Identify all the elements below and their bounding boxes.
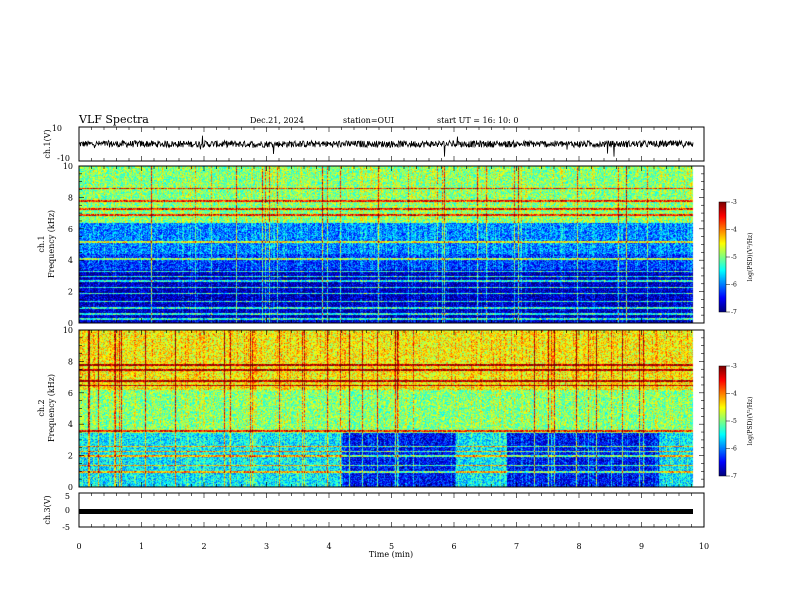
ch1-waveform-trace bbox=[78, 135, 694, 157]
freq-ticklabel: 0 bbox=[68, 319, 73, 328]
colorbar-ticklabel: -3 bbox=[731, 199, 737, 206]
colorbar-ticklabel: -6 bbox=[731, 446, 737, 453]
ch1-waveform-panel: 10 -10 ch.1(V) bbox=[43, 124, 705, 163]
ch1-spectrogram-ylabel-1: ch.1 bbox=[37, 235, 46, 252]
ch1-ytick-bottom: -10 bbox=[57, 154, 70, 163]
freq-ticklabel: 6 bbox=[68, 389, 73, 398]
ch3-ytick-top: 5 bbox=[65, 492, 70, 501]
colorbar-ticklabel: -4 bbox=[731, 227, 737, 234]
ch1-ytick-top: 10 bbox=[52, 124, 62, 133]
xaxis-ticklabel: 6 bbox=[451, 542, 456, 551]
ch2-spectrogram-image bbox=[79, 330, 704, 487]
ch3-ylabel: ch.3(V) bbox=[43, 495, 52, 524]
ch2-spectrogram-ylabel-2: Frequency (kHz) bbox=[47, 374, 56, 442]
ch1-ylabel: ch.1(V) bbox=[43, 129, 52, 158]
ch2-colorbar: -3 -4 -5 -6 -7 log(PSD)(V²/Hz) bbox=[718, 363, 754, 480]
ch3-waveform-trace bbox=[79, 509, 693, 514]
xaxis-ticklabel: 8 bbox=[576, 542, 581, 551]
ch2-spectrogram-panel: 0 2 4 6 8 10 ch.2 Frequency (kHz) bbox=[37, 326, 705, 492]
ch2-colorbar-image bbox=[719, 366, 726, 476]
xaxis-ticklabel: 0 bbox=[76, 542, 81, 551]
ch1-colorbar-image bbox=[719, 202, 726, 312]
xaxis-ticklabel: 1 bbox=[139, 542, 144, 551]
xaxis-ticklabel: 10 bbox=[699, 542, 709, 551]
colorbar-ticklabel: -4 bbox=[731, 391, 737, 398]
xaxis-ticklabel: 3 bbox=[264, 542, 269, 551]
freq-ticklabel: 10 bbox=[63, 326, 73, 335]
colorbar-ticklabel: -5 bbox=[731, 254, 737, 261]
time-axis: 0 1 2 3 4 5 6 7 8 9 10 bbox=[76, 127, 709, 551]
ch2-spectrogram-yticks: 0 2 4 6 8 10 bbox=[63, 326, 704, 492]
xaxis-ticklabel: 4 bbox=[326, 542, 331, 551]
start-time-label: start UT = 16: 10: 0 bbox=[437, 116, 518, 125]
freq-ticklabel: 4 bbox=[68, 420, 73, 429]
freq-ticklabel: 8 bbox=[68, 357, 73, 366]
date-label: Dec.21, 2024 bbox=[250, 116, 304, 125]
freq-ticklabel: 6 bbox=[68, 225, 73, 234]
ch1-colorbar-label: log(PSD)(V²/Hz) bbox=[747, 233, 754, 282]
ch3-ytick-mid: 0 bbox=[65, 506, 70, 515]
colorbar-ticklabel: -6 bbox=[731, 282, 737, 289]
freq-ticklabel: 4 bbox=[68, 256, 73, 265]
freq-ticklabel: 2 bbox=[68, 452, 73, 461]
ch2-spectrogram-ylabel-1: ch.2 bbox=[37, 399, 46, 416]
freq-ticklabel: 10 bbox=[63, 162, 73, 171]
figure-title: VLF Spectra bbox=[78, 113, 149, 126]
ch3-waveform-panel: 5 0 -5 ch.3(V) bbox=[43, 492, 705, 532]
ch1-spectrogram-panel: 0 2 4 6 8 10 ch.1 Frequency (kHz) bbox=[37, 162, 705, 328]
freq-ticklabel: 0 bbox=[68, 483, 73, 492]
colorbar-ticklabel: -5 bbox=[731, 418, 737, 425]
ch1-spectrogram-yticks: 0 2 4 6 8 10 bbox=[63, 162, 704, 328]
ch2-colorbar-ticks: -3 -4 -5 -6 -7 bbox=[726, 363, 737, 480]
ch1-spectrogram-ylabel-2: Frequency (kHz) bbox=[47, 210, 56, 278]
ch3-ytick-bottom: -5 bbox=[62, 523, 70, 532]
colorbar-ticklabel: -3 bbox=[731, 363, 737, 370]
freq-ticklabel: 2 bbox=[68, 288, 73, 297]
ch1-colorbar-ticks: -3 -4 -5 -6 -7 bbox=[726, 199, 737, 316]
ch1-colorbar: -3 -4 -5 -6 -7 log(PSD)(V²/Hz) bbox=[718, 199, 754, 316]
station-label: station=OUI bbox=[343, 116, 394, 125]
xaxis-ticklabel: 7 bbox=[514, 542, 519, 551]
ch2-colorbar-label: log(PSD)(V²/Hz) bbox=[747, 397, 754, 446]
colorbar-ticklabel: -7 bbox=[731, 473, 737, 480]
xaxis-label: Time (min) bbox=[369, 550, 413, 559]
xaxis-ticklabel: 2 bbox=[201, 542, 206, 551]
colorbar-ticklabel: -7 bbox=[731, 309, 737, 316]
ch1-spectrogram-image bbox=[79, 166, 704, 323]
xaxis-ticklabel: 5 bbox=[389, 542, 394, 551]
xaxis-ticklabel: 9 bbox=[639, 542, 644, 551]
freq-ticklabel: 8 bbox=[68, 193, 73, 202]
